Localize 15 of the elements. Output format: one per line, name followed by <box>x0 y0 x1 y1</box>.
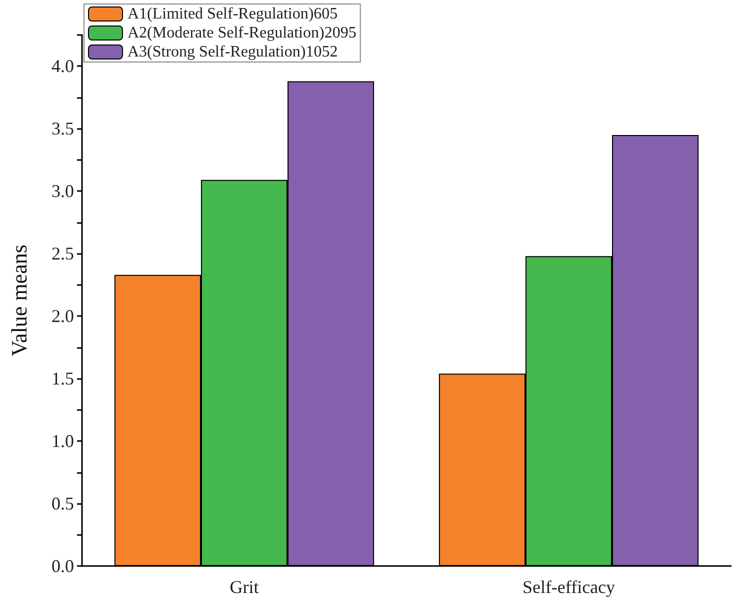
y-axis-title: Value means <box>6 244 32 356</box>
legend-label: A1(Limited Self-Regulation)605 <box>128 6 338 22</box>
x-tick-label: Self-efficacy <box>522 577 616 597</box>
y-tick-label: 4.0 <box>52 56 74 76</box>
legend-label: A2(Moderate Self-Regulation)2095 <box>128 24 356 42</box>
y-tick-label: 3.5 <box>52 118 74 139</box>
y-tick-label: 2.5 <box>52 244 74 264</box>
legend-label: A3(Strong Self-Regulation)1052 <box>128 44 338 60</box>
y-tick-label: 1.0 <box>52 431 74 452</box>
y-tick-label: 2.0 <box>52 306 74 326</box>
y-tick-label: 1.5 <box>52 368 74 389</box>
y-tick-label: 0.0 <box>52 556 74 576</box>
x-tick-label: Grit <box>230 577 259 597</box>
y-tick-label: 0.5 <box>52 494 74 514</box>
y-tick-label: 3.0 <box>52 181 74 202</box>
